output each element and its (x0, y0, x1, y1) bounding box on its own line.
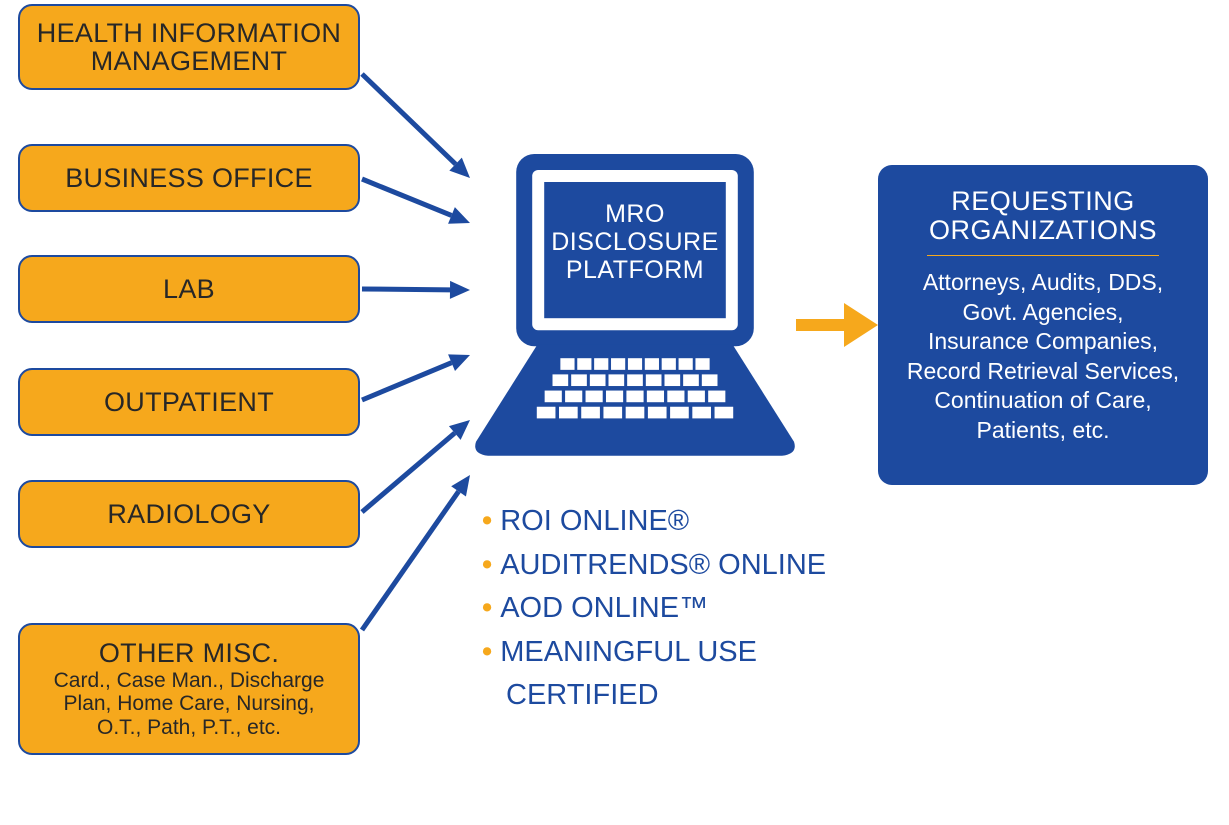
requesting-body: Attorneys, Audits, DDS,Govt. Agencies,In… (902, 268, 1184, 445)
requesting-title: REQUESTINGORGANIZATIONS (902, 187, 1184, 245)
requesting-box: REQUESTINGORGANIZATIONS Attorneys, Audit… (878, 165, 1208, 485)
requesting-divider (927, 255, 1158, 256)
